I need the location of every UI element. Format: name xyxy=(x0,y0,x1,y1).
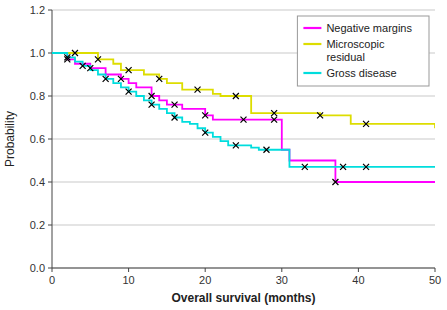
tick-label: 40 xyxy=(352,274,364,286)
censor-mark xyxy=(340,164,346,170)
legend-swatch xyxy=(303,72,321,74)
censor-mark xyxy=(271,117,277,123)
legend: Negative margins Microscopicresidual Gross… xyxy=(297,16,429,86)
x-axis-line xyxy=(52,268,435,269)
grid-line xyxy=(52,225,435,226)
grid-line xyxy=(52,268,435,269)
censor-mark xyxy=(317,112,323,118)
legend-label: Microscopicresidual xyxy=(326,38,385,63)
y-axis-label: Probability xyxy=(3,111,17,167)
censor-mark xyxy=(363,164,369,170)
tick-label: 10 xyxy=(122,274,134,286)
censor-mark xyxy=(149,93,155,99)
censor-mark xyxy=(241,117,247,123)
grid xyxy=(52,10,435,268)
tick-label: 30 xyxy=(276,274,288,286)
legend-label: Gross disease xyxy=(326,67,396,79)
tick-mark xyxy=(435,268,436,272)
censor-mark xyxy=(95,56,101,62)
censor-mark xyxy=(202,112,208,118)
tick-label: 0.2 xyxy=(30,219,45,231)
tick-mark xyxy=(128,268,129,272)
censor-mark xyxy=(332,179,338,185)
tick-label: 1.0 xyxy=(30,47,45,59)
censor-mark xyxy=(233,142,239,148)
legend-label-line: Negative margins xyxy=(326,22,412,34)
x-axis-label: Overall survival (months) xyxy=(171,291,315,305)
tick-mark xyxy=(48,225,52,226)
legend-label-line: residual xyxy=(326,51,365,63)
tick-mark xyxy=(48,139,52,140)
censor-mark xyxy=(126,67,132,73)
censor-mark xyxy=(233,93,239,99)
legend-label: Negative margins xyxy=(326,22,412,34)
tick-mark xyxy=(358,268,359,272)
censor-mark xyxy=(72,50,78,56)
censor-mark xyxy=(118,76,124,82)
censor-mark xyxy=(172,102,178,108)
tick-label: 20 xyxy=(199,274,211,286)
censor-mark xyxy=(271,110,277,116)
y-axis-line xyxy=(52,10,53,268)
chart: 0.0 0.2 0.4 0.6 0.8 1.0 1.2 0 10 20 30 40 50 Overall … xyxy=(0,0,447,310)
censor-mark xyxy=(64,54,70,60)
legend-swatch xyxy=(303,27,321,29)
censor-mark xyxy=(156,76,162,82)
legend-label-line: Microscopic xyxy=(326,38,385,50)
tick-mark xyxy=(48,10,52,11)
tick-label: 0.4 xyxy=(30,176,45,188)
plot-area xyxy=(52,50,435,185)
survival-curve xyxy=(52,53,435,182)
tick-mark xyxy=(281,268,282,272)
censor-mark xyxy=(302,164,308,170)
censor-mark xyxy=(87,65,93,71)
tick-mark xyxy=(48,96,52,97)
censor-mark xyxy=(103,76,109,82)
grid-line xyxy=(52,139,435,140)
tick-label: 1.2 xyxy=(30,4,45,16)
legend-label-line: Gross disease xyxy=(326,67,396,79)
tick-label: 0.8 xyxy=(30,90,45,102)
tick-mark xyxy=(52,268,53,272)
censor-mark xyxy=(80,63,86,69)
tick-label: 0.6 xyxy=(30,133,45,145)
censor-mark xyxy=(172,115,178,121)
survival-curve xyxy=(52,53,435,167)
censor-mark xyxy=(263,147,269,153)
tick-mark xyxy=(205,268,206,272)
tick-label: 0 xyxy=(49,274,55,286)
censor-mark xyxy=(126,89,132,95)
censor-mark xyxy=(195,87,201,93)
tick-mark xyxy=(48,53,52,54)
tick-label: 0.0 xyxy=(30,262,45,274)
grid-line xyxy=(52,10,435,11)
legend-box xyxy=(297,16,429,86)
censor-mark xyxy=(149,102,155,108)
tick-mark xyxy=(48,268,52,269)
legend-swatch xyxy=(303,43,321,45)
axes: 0.0 0.2 0.4 0.6 0.8 1.0 1.2 0 10 20 30 40 50 xyxy=(30,4,441,286)
censor-mark xyxy=(202,130,208,136)
censor-mark xyxy=(363,121,369,127)
tick-mark xyxy=(48,182,52,183)
tick-label: 50 xyxy=(429,274,441,286)
